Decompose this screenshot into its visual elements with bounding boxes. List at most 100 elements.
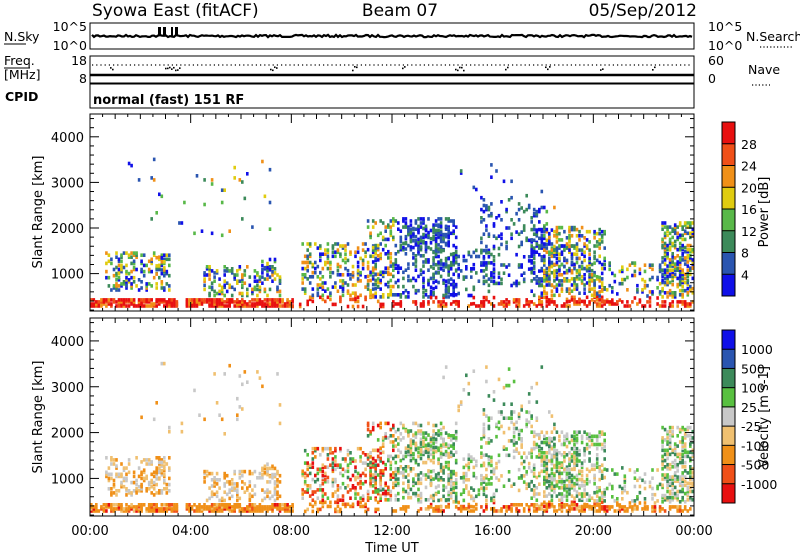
heatmap-cell xyxy=(142,298,146,302)
heatmap-cell xyxy=(490,202,493,206)
heatmap-cell xyxy=(351,273,355,277)
heatmap-cell xyxy=(550,437,554,441)
heatmap-cell xyxy=(434,271,438,275)
heatmap-cell xyxy=(482,232,486,236)
heatmap-cell xyxy=(200,229,204,233)
heatmap-cell xyxy=(527,300,531,304)
heatmap-cell xyxy=(449,469,453,474)
heatmap-cell xyxy=(198,298,201,302)
heatmap-cell xyxy=(560,498,564,502)
heatmap-cell xyxy=(452,471,455,476)
heatmap-cell xyxy=(538,471,541,476)
heatmap-cell xyxy=(454,421,458,426)
heatmap-cell xyxy=(595,486,599,490)
heatmap-cell xyxy=(251,507,254,511)
heatmap-cell xyxy=(545,486,549,490)
heatmap-cell xyxy=(341,502,345,507)
heatmap-cell xyxy=(253,269,257,273)
heatmap-cell xyxy=(351,486,355,490)
heatmap-cell xyxy=(457,304,460,308)
heatmap-cell xyxy=(621,265,624,269)
heatmap-cell xyxy=(278,298,282,302)
heatmap-cell xyxy=(663,477,667,481)
heatmap-cell xyxy=(233,486,236,490)
heatmap-cell xyxy=(220,287,224,292)
heatmap-cell xyxy=(656,286,659,290)
heatmap-cell xyxy=(374,463,377,467)
heatmap-cell xyxy=(678,235,682,240)
heatmap-cell xyxy=(442,452,445,457)
colorbar-segment xyxy=(722,165,735,188)
heatmap-cell xyxy=(550,252,554,256)
heatmap-cell xyxy=(543,494,546,498)
heatmap-cell xyxy=(548,459,551,463)
heatmap-cell xyxy=(349,504,352,509)
heatmap-cell xyxy=(678,282,682,287)
heatmap-cell xyxy=(256,300,259,304)
heatmap-cell xyxy=(125,493,128,497)
heatmap-cell xyxy=(449,477,453,481)
heatmap-cell xyxy=(616,300,619,304)
heatmap-cell xyxy=(278,289,282,294)
heatmap-cell xyxy=(565,300,569,304)
heatmap-cell xyxy=(661,300,664,304)
heatmap-cell xyxy=(613,499,617,503)
heatmap-cell xyxy=(112,484,116,489)
heatmap-cell xyxy=(583,236,586,240)
heatmap-cell xyxy=(271,472,274,477)
heatmap-cell xyxy=(263,470,267,475)
heatmap-cell xyxy=(538,244,541,248)
heatmap-cell xyxy=(110,456,113,460)
heatmap-cell xyxy=(475,248,478,253)
heatmap-cell xyxy=(492,498,496,503)
heatmap-cell xyxy=(575,436,579,441)
heatmap-cell xyxy=(452,486,455,490)
heatmap-cell xyxy=(208,269,211,273)
heatmap-cell xyxy=(371,295,375,299)
heatmap-cell xyxy=(691,498,694,502)
heatmap-cell xyxy=(570,225,574,230)
heatmap-cell xyxy=(268,480,272,484)
heatmap-cell xyxy=(548,256,551,261)
heatmap-cell xyxy=(492,295,496,300)
heatmap-cell xyxy=(424,226,428,231)
heatmap-cell xyxy=(311,451,315,455)
heatmap-cell xyxy=(563,434,566,439)
heatmap-cell xyxy=(573,496,576,500)
heatmap-cell xyxy=(638,476,642,480)
heatmap-cell xyxy=(532,302,536,306)
heatmap-cell xyxy=(668,483,672,488)
heatmap-cell xyxy=(558,479,561,484)
heatmap-cell xyxy=(145,298,148,302)
heatmap-cell xyxy=(429,502,433,507)
heatmap-cell xyxy=(525,298,528,302)
heatmap-cell xyxy=(384,467,387,471)
heatmap-cell xyxy=(374,243,377,248)
heatmap-cell xyxy=(543,260,546,265)
heatmap-cell xyxy=(193,509,196,513)
heatmap-cell xyxy=(666,233,669,238)
heatmap-cell xyxy=(115,503,118,507)
heatmap-cell xyxy=(127,505,131,509)
heatmap-cell xyxy=(689,288,692,293)
heatmap-cell xyxy=(371,458,375,463)
heatmap-cell xyxy=(384,491,387,496)
heatmap-cell xyxy=(387,280,390,285)
heatmap-cell xyxy=(545,494,549,498)
heatmap-cell xyxy=(626,267,629,272)
heatmap-cell xyxy=(560,486,564,490)
heatmap-cell xyxy=(314,490,317,494)
heatmap-cell xyxy=(142,263,146,268)
heatmap-cell xyxy=(311,446,315,451)
heatmap-cell xyxy=(130,480,133,485)
heatmap-cell xyxy=(641,277,644,282)
heatmap-cell xyxy=(668,239,672,244)
heatmap-cell xyxy=(583,302,586,306)
heatmap-cell xyxy=(414,458,418,463)
heatmap-cell xyxy=(673,229,677,233)
heatmap-cell xyxy=(633,263,637,267)
heatmap-cell xyxy=(412,491,415,496)
heatmap-cell xyxy=(155,286,158,290)
heatmap-cell xyxy=(341,244,345,248)
heatmap-cell xyxy=(517,281,521,286)
